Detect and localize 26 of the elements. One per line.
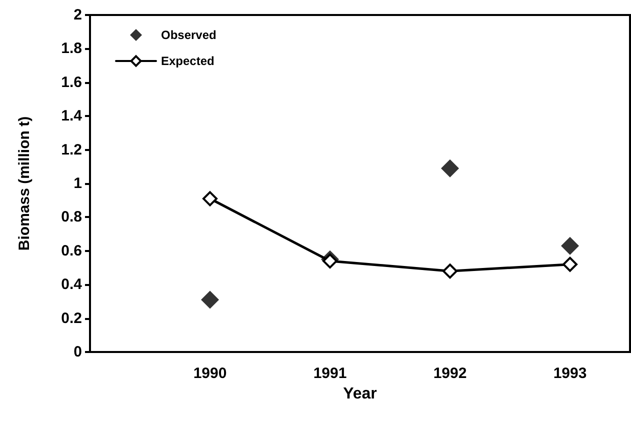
y-tick-label: 0.6	[61, 242, 82, 260]
y-axis-title: Biomass (million t)	[16, 116, 33, 251]
y-tick-label: 0.8	[61, 208, 82, 226]
legend-label: Expected	[161, 54, 214, 68]
point	[322, 254, 338, 269]
y-tick-label: 0	[74, 344, 82, 360]
x-axis-title: Year	[343, 385, 377, 402]
point	[441, 159, 459, 178]
y-tick-label: 2	[74, 6, 82, 24]
y-tick-label: 0.4	[61, 276, 83, 294]
y-tick-label: 1.6	[61, 74, 82, 91]
y-tick-label: 1.8	[61, 40, 82, 58]
y-tick-label: 1	[74, 175, 82, 192]
y-tick-label: 0.2	[61, 310, 82, 327]
point	[562, 256, 578, 272]
y-tick-label: 1.4	[61, 108, 83, 125]
y-tick-label: 1.2	[61, 141, 82, 158]
point	[201, 290, 219, 309]
point	[202, 191, 218, 206]
point	[442, 264, 458, 279]
x-tick-label: 1990	[193, 365, 227, 382]
legend-label: Observed	[161, 28, 216, 42]
x-tick-label: 1991	[313, 365, 347, 382]
x-tick-label: 1993	[553, 365, 587, 382]
point	[561, 236, 579, 255]
x-tick-label: 1992	[433, 365, 467, 382]
